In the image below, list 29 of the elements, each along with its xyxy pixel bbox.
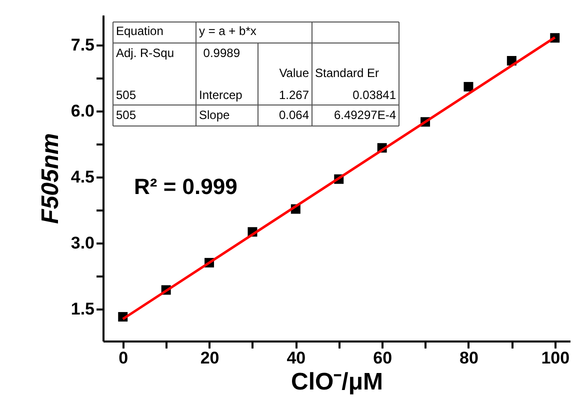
x-axis-title: ClO⁻/μM	[290, 368, 384, 396]
y-tick-label: 6.0	[70, 101, 94, 120]
x-tick-label: 20	[200, 348, 220, 368]
x-tick-label: 40	[286, 348, 306, 368]
annotation: Intercep	[199, 88, 243, 102]
point	[464, 82, 474, 92]
y-axis-title: F505nm	[36, 133, 64, 224]
y-tick-label: 4.5	[70, 167, 94, 186]
annotation: 6.49297E-4	[334, 108, 396, 122]
x-tick-label: 0	[118, 348, 128, 368]
x-tick-label: 60	[373, 348, 392, 368]
annotation: 505	[116, 88, 136, 102]
y-tick-label: 7.5	[70, 35, 94, 54]
x-tick-label: 80	[460, 348, 478, 368]
annotation: 0.9989	[203, 46, 240, 60]
annotation: Slope	[199, 108, 230, 122]
annotation: y = a + b*x	[199, 24, 256, 38]
annotation: 505	[116, 108, 136, 122]
annotation: Adj. R-Squ	[116, 46, 174, 60]
y-tick-label: 3.0	[70, 233, 94, 252]
annotation: 0.03841	[352, 88, 396, 102]
annotation: Standard Er	[315, 66, 380, 80]
annotation: 0.064	[278, 108, 310, 122]
y-tick-label: 1.5	[70, 299, 94, 318]
annotation: Value	[279, 66, 310, 80]
x-tick-label: 100	[541, 348, 570, 368]
annotation: R² = 0.999	[134, 174, 238, 199]
annotation: 1.267	[278, 88, 310, 102]
annotation: Equation	[116, 24, 164, 38]
